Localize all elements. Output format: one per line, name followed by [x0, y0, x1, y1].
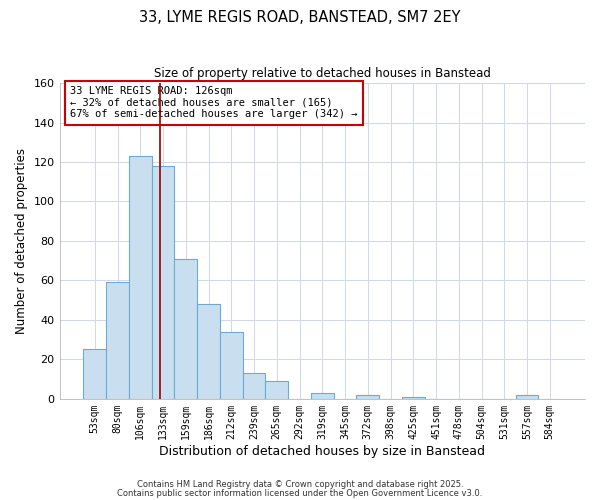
Bar: [83, 350, 106, 399]
X-axis label: Distribution of detached houses by size in Banstead: Distribution of detached houses by size …: [159, 444, 485, 458]
Bar: [242, 373, 265, 399]
Bar: [106, 282, 129, 399]
Bar: [129, 156, 152, 399]
Y-axis label: Number of detached properties: Number of detached properties: [15, 148, 28, 334]
Bar: [152, 166, 175, 399]
Bar: [515, 395, 538, 399]
Bar: [175, 258, 197, 399]
Text: Contains HM Land Registry data © Crown copyright and database right 2025.: Contains HM Land Registry data © Crown c…: [137, 480, 463, 489]
Bar: [197, 304, 220, 399]
Text: Contains public sector information licensed under the Open Government Licence v3: Contains public sector information licen…: [118, 488, 482, 498]
Bar: [402, 397, 425, 399]
Bar: [356, 395, 379, 399]
Bar: [220, 332, 242, 399]
Text: 33 LYME REGIS ROAD: 126sqm
← 32% of detached houses are smaller (165)
67% of sem: 33 LYME REGIS ROAD: 126sqm ← 32% of deta…: [70, 86, 358, 120]
Bar: [265, 381, 288, 399]
Title: Size of property relative to detached houses in Banstead: Size of property relative to detached ho…: [154, 68, 491, 80]
Text: 33, LYME REGIS ROAD, BANSTEAD, SM7 2EY: 33, LYME REGIS ROAD, BANSTEAD, SM7 2EY: [139, 10, 461, 25]
Bar: [311, 393, 334, 399]
